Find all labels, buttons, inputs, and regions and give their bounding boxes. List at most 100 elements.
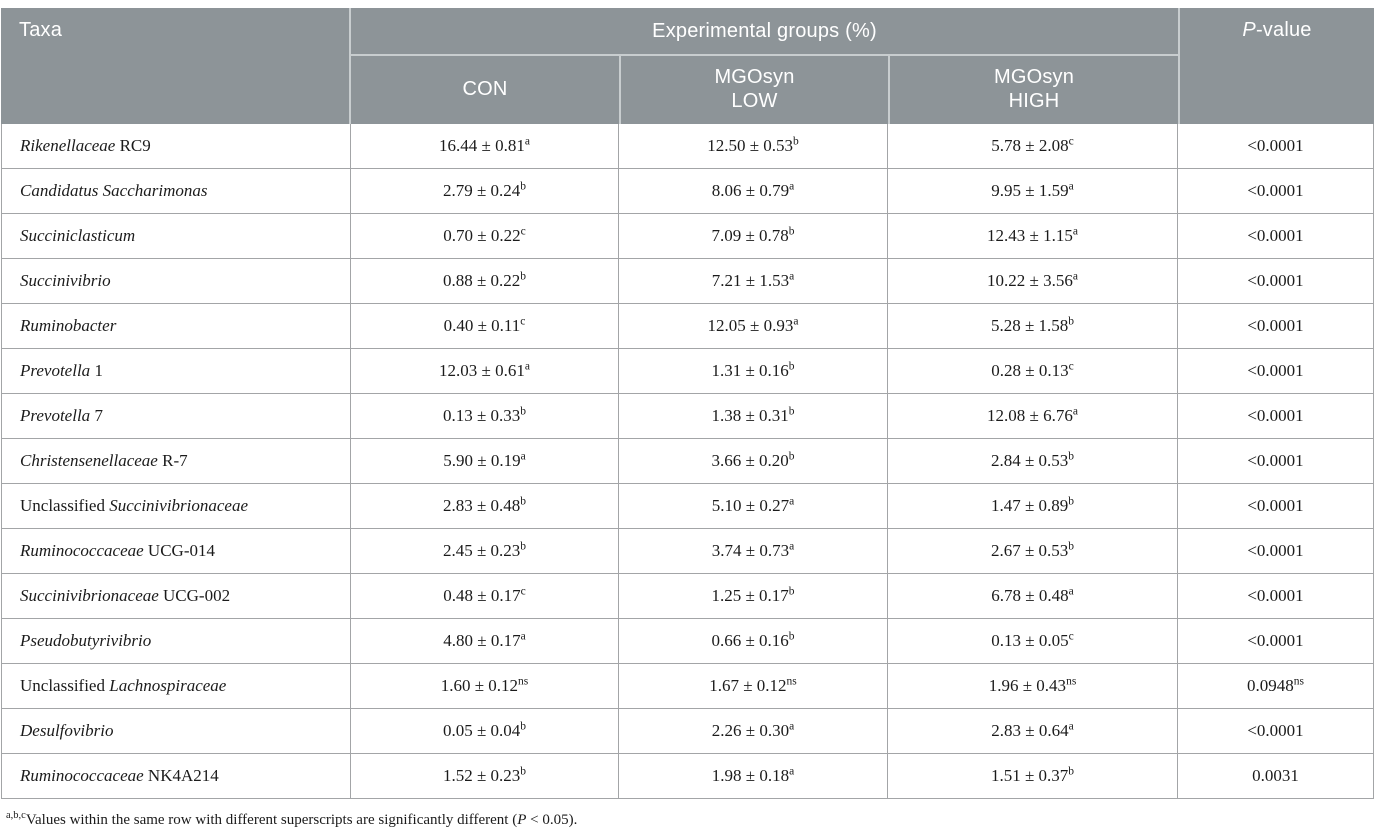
pvalue-cell: <0.0001 [1178,484,1375,529]
taxa-cell: Ruminococcaceae UCG-014 [1,529,351,574]
mgosyn-low-value: 1.38 ± 0.31 [711,406,789,425]
header-subcol-con: CON [351,56,619,124]
mgosyn-high-value: 2.83 ± 0.64 [991,721,1069,740]
mgosyn-low-value: 3.66 ± 0.20 [711,451,789,470]
mgosyn-high-superscript: c [1068,630,1074,643]
mgosyn-high-superscript: a [1072,405,1078,418]
taxa-name: Ruminococcaceae [20,541,144,560]
con-superscript: b [520,720,527,733]
con-value: 16.44 ± 0.81 [439,136,525,155]
pvalue-cell: <0.0001 [1178,259,1375,304]
mgosyn-high-value-cell: 2.83 ± 0.64a [888,709,1179,754]
p-value: <0.0001 [1247,181,1304,200]
mgosyn-low-superscript: a [789,495,795,508]
taxa-suffix: UCG-014 [143,541,215,560]
con-superscript: a [524,135,530,148]
taxa-name: Succiniclasticum [20,226,136,245]
con-value-cell: 12.03 ± 0.61a [351,349,619,394]
header-subcol-mgosyn-low: MGOsyn LOW [619,56,888,124]
mgosyn-low-value-cell: 1.31 ± 0.16b [619,349,888,394]
con-value-cell: 0.13 ± 0.33b [351,394,619,439]
p-value: <0.0001 [1247,226,1304,245]
mgosyn-high-value: 1.51 ± 0.37 [990,766,1069,785]
table-row: Succiniclasticum 0.70 ± 0.22c 7.09 ± 0.7… [1,214,1375,259]
mgosyn-low-value-cell: 2.26 ± 0.30a [619,709,888,754]
table-row: Ruminococcaceae UCG-014 2.45 ± 0.23b 3.7… [1,529,1375,574]
mgosyn-high-value-cell: 10.22 ± 3.56a [888,259,1179,304]
table-row: Unclassified Lachnospiraceae 1.60 ± 0.12… [1,664,1375,709]
mgosyn-high-superscript: a [1068,180,1074,193]
con-value: 1.52 ± 0.23 [442,766,521,785]
mgosyn-high-value: 5.28 ± 1.58 [990,316,1069,335]
taxa-suffix: R-7 [157,451,188,470]
con-value-cell: 1.52 ± 0.23b [351,754,619,799]
pvalue-cell: <0.0001 [1178,709,1375,754]
taxa-cell: Succinivibrio [1,259,351,304]
mgosyn-high-superscript: a [1068,585,1074,598]
header-experimental-groups: Experimental groups (%) [351,8,1179,56]
mgosyn-low-value: 2.26 ± 0.30 [711,721,790,740]
taxa-name: Christensenellaceae [20,451,158,470]
mgosyn-low-value: 12.50 ± 0.53 [707,136,794,155]
mgosyn-high-value: 1.96 ± 0.43 [988,676,1067,695]
mgosyn-high-superscript: a [1072,225,1078,238]
mgosyn-low-value-cell: 12.50 ± 0.53b [619,124,888,169]
taxa-suffix: 7 [90,406,103,425]
taxa-name: Prevotella [20,406,91,425]
p-superscript: ns [1293,675,1304,688]
mgosyn-low-value-cell: 1.25 ± 0.17b [619,574,888,619]
taxa-cell: Rikenellaceae RC9 [1,124,351,169]
mgosyn-high-superscript: b [1068,765,1075,778]
mgosyn-high-value: 1.47 ± 0.89 [990,496,1069,515]
table-body: Rikenellaceae RC9 16.44 ± 0.81a 12.50 ± … [1,124,1375,799]
table-row: Pseudobutyrivibrio 4.80 ± 0.17a 0.66 ± 0… [1,619,1375,664]
mgosyn-low-superscript: b [788,450,795,463]
p-value: <0.0001 [1247,361,1304,380]
header-taxa: Taxa [1,8,351,124]
mgosyn-high-value: 0.13 ± 0.05 [991,631,1069,650]
p-value: <0.0001 [1247,496,1304,515]
taxa-suffix: NK4A214 [143,766,219,785]
mgosyn-high-value: 5.78 ± 2.08 [991,136,1069,155]
p-value: <0.0001 [1247,631,1304,650]
taxa-name: Succinivibrionaceae [109,496,249,515]
mgosyn-low-value-cell: 1.98 ± 0.18a [619,754,888,799]
taxa-cell: Prevotella 1 [1,349,351,394]
taxa-cell: Succiniclasticum [1,214,351,259]
taxa-cell: Unclassified Succinivibrionaceae [1,484,351,529]
con-value: 0.05 ± 0.04 [442,721,521,740]
mgosyn-low-value-cell: 0.66 ± 0.16b [619,619,888,664]
mgosyn-low-value: 5.10 ± 0.27 [711,496,790,515]
con-value-cell: 0.40 ± 0.11c [351,304,619,349]
p-value: <0.0001 [1247,721,1304,740]
taxa-suffix: 1 [90,361,103,380]
mgosyn-low-value-cell: 1.67 ± 0.12ns [619,664,888,709]
header-subcol-mgosyn-high: MGOsyn HIGH [888,56,1179,124]
mgosyn-high-value: 10.22 ± 3.56 [987,271,1073,290]
p-value: 0.0031 [1252,766,1299,785]
pvalue-cell: 0.0948ns [1178,664,1375,709]
con-value: 0.13 ± 0.33 [442,406,521,425]
table-row: Prevotella 7 0.13 ± 0.33b 1.38 ± 0.31b 1… [1,394,1375,439]
taxa-name: Desulfovibrio [20,721,114,740]
mgosyn-high-value-cell: 5.28 ± 1.58b [888,304,1179,349]
pvalue-cell: <0.0001 [1178,619,1375,664]
mgosyn-low-value-cell: 8.06 ± 0.79a [619,169,888,214]
con-value-cell: 4.80 ± 0.17a [351,619,619,664]
mgosyn-low-superscript: a [789,270,795,283]
con-value-cell: 1.60 ± 0.12ns [351,664,619,709]
mgosyn-low-superscript: b [788,585,795,598]
mgosyn-low-superscript: a [789,720,795,733]
table-row: Prevotella 1 12.03 ± 0.61a 1.31 ± 0.16b … [1,349,1375,394]
mgosyn-low-value-cell: 7.09 ± 0.78b [619,214,888,259]
con-value: 0.88 ± 0.22 [442,271,521,290]
p-value: <0.0001 [1247,271,1304,290]
pvalue-cell: <0.0001 [1178,439,1375,484]
table-row: Ruminobacter 0.40 ± 0.11c 12.05 ± 0.93a … [1,304,1375,349]
taxa-name: Succinivibrio [20,271,111,290]
con-value: 0.40 ± 0.11 [443,316,521,335]
mgosyn-low-value: 7.09 ± 0.78 [711,226,789,245]
taxa-cell: Ruminobacter [1,304,351,349]
con-value-cell: 5.90 ± 0.19a [351,439,619,484]
